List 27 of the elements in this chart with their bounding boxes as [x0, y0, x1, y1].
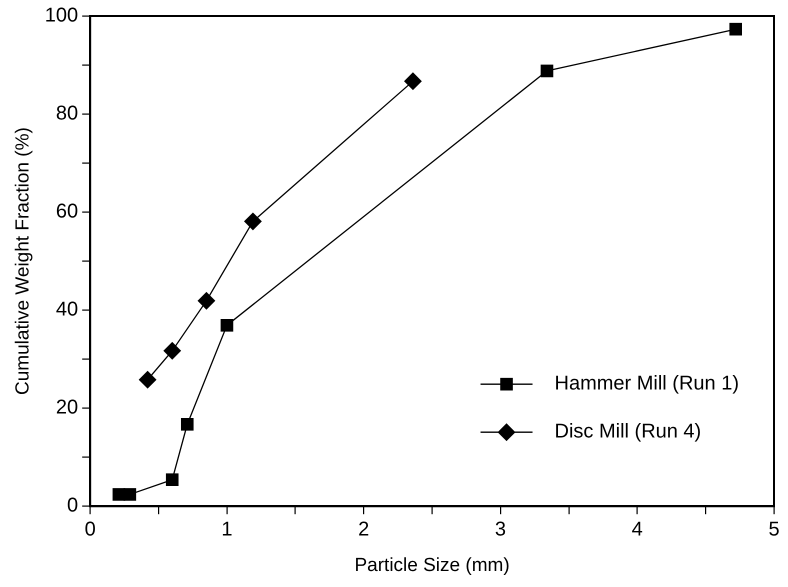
y-tick-label: 80 — [56, 102, 78, 125]
x-tick-label: 0 — [84, 518, 96, 541]
point — [220, 319, 234, 332]
point — [198, 292, 216, 310]
point — [540, 64, 554, 78]
point — [164, 342, 181, 360]
point — [138, 371, 156, 388]
y-tick-label: 40 — [56, 298, 78, 321]
point — [244, 212, 262, 230]
point — [124, 488, 136, 501]
x-tick-label: 1 — [221, 518, 232, 541]
point — [729, 22, 742, 36]
y-tick-label: 60 — [56, 200, 78, 223]
x-tick-label: 2 — [358, 518, 370, 541]
y-tick-label: 20 — [56, 396, 78, 419]
y-axis-title: Cumulative Weight Fraction (%) — [12, 127, 34, 396]
x-tick-label: 3 — [494, 518, 506, 541]
y-tick-label: 0 — [67, 494, 78, 517]
point — [166, 473, 179, 486]
legend-label: Disc Mill (Run 4) — [554, 420, 702, 443]
x-tick-label: 5 — [768, 518, 780, 541]
y-tick-label: 100 — [44, 4, 78, 27]
legend-label: Hammer Mill (Run 1) — [554, 372, 740, 395]
x-axis-title: Particle Size (mm) — [354, 554, 510, 576]
point — [180, 418, 194, 431]
x-tick-label: 4 — [632, 518, 643, 541]
point — [404, 72, 422, 90]
